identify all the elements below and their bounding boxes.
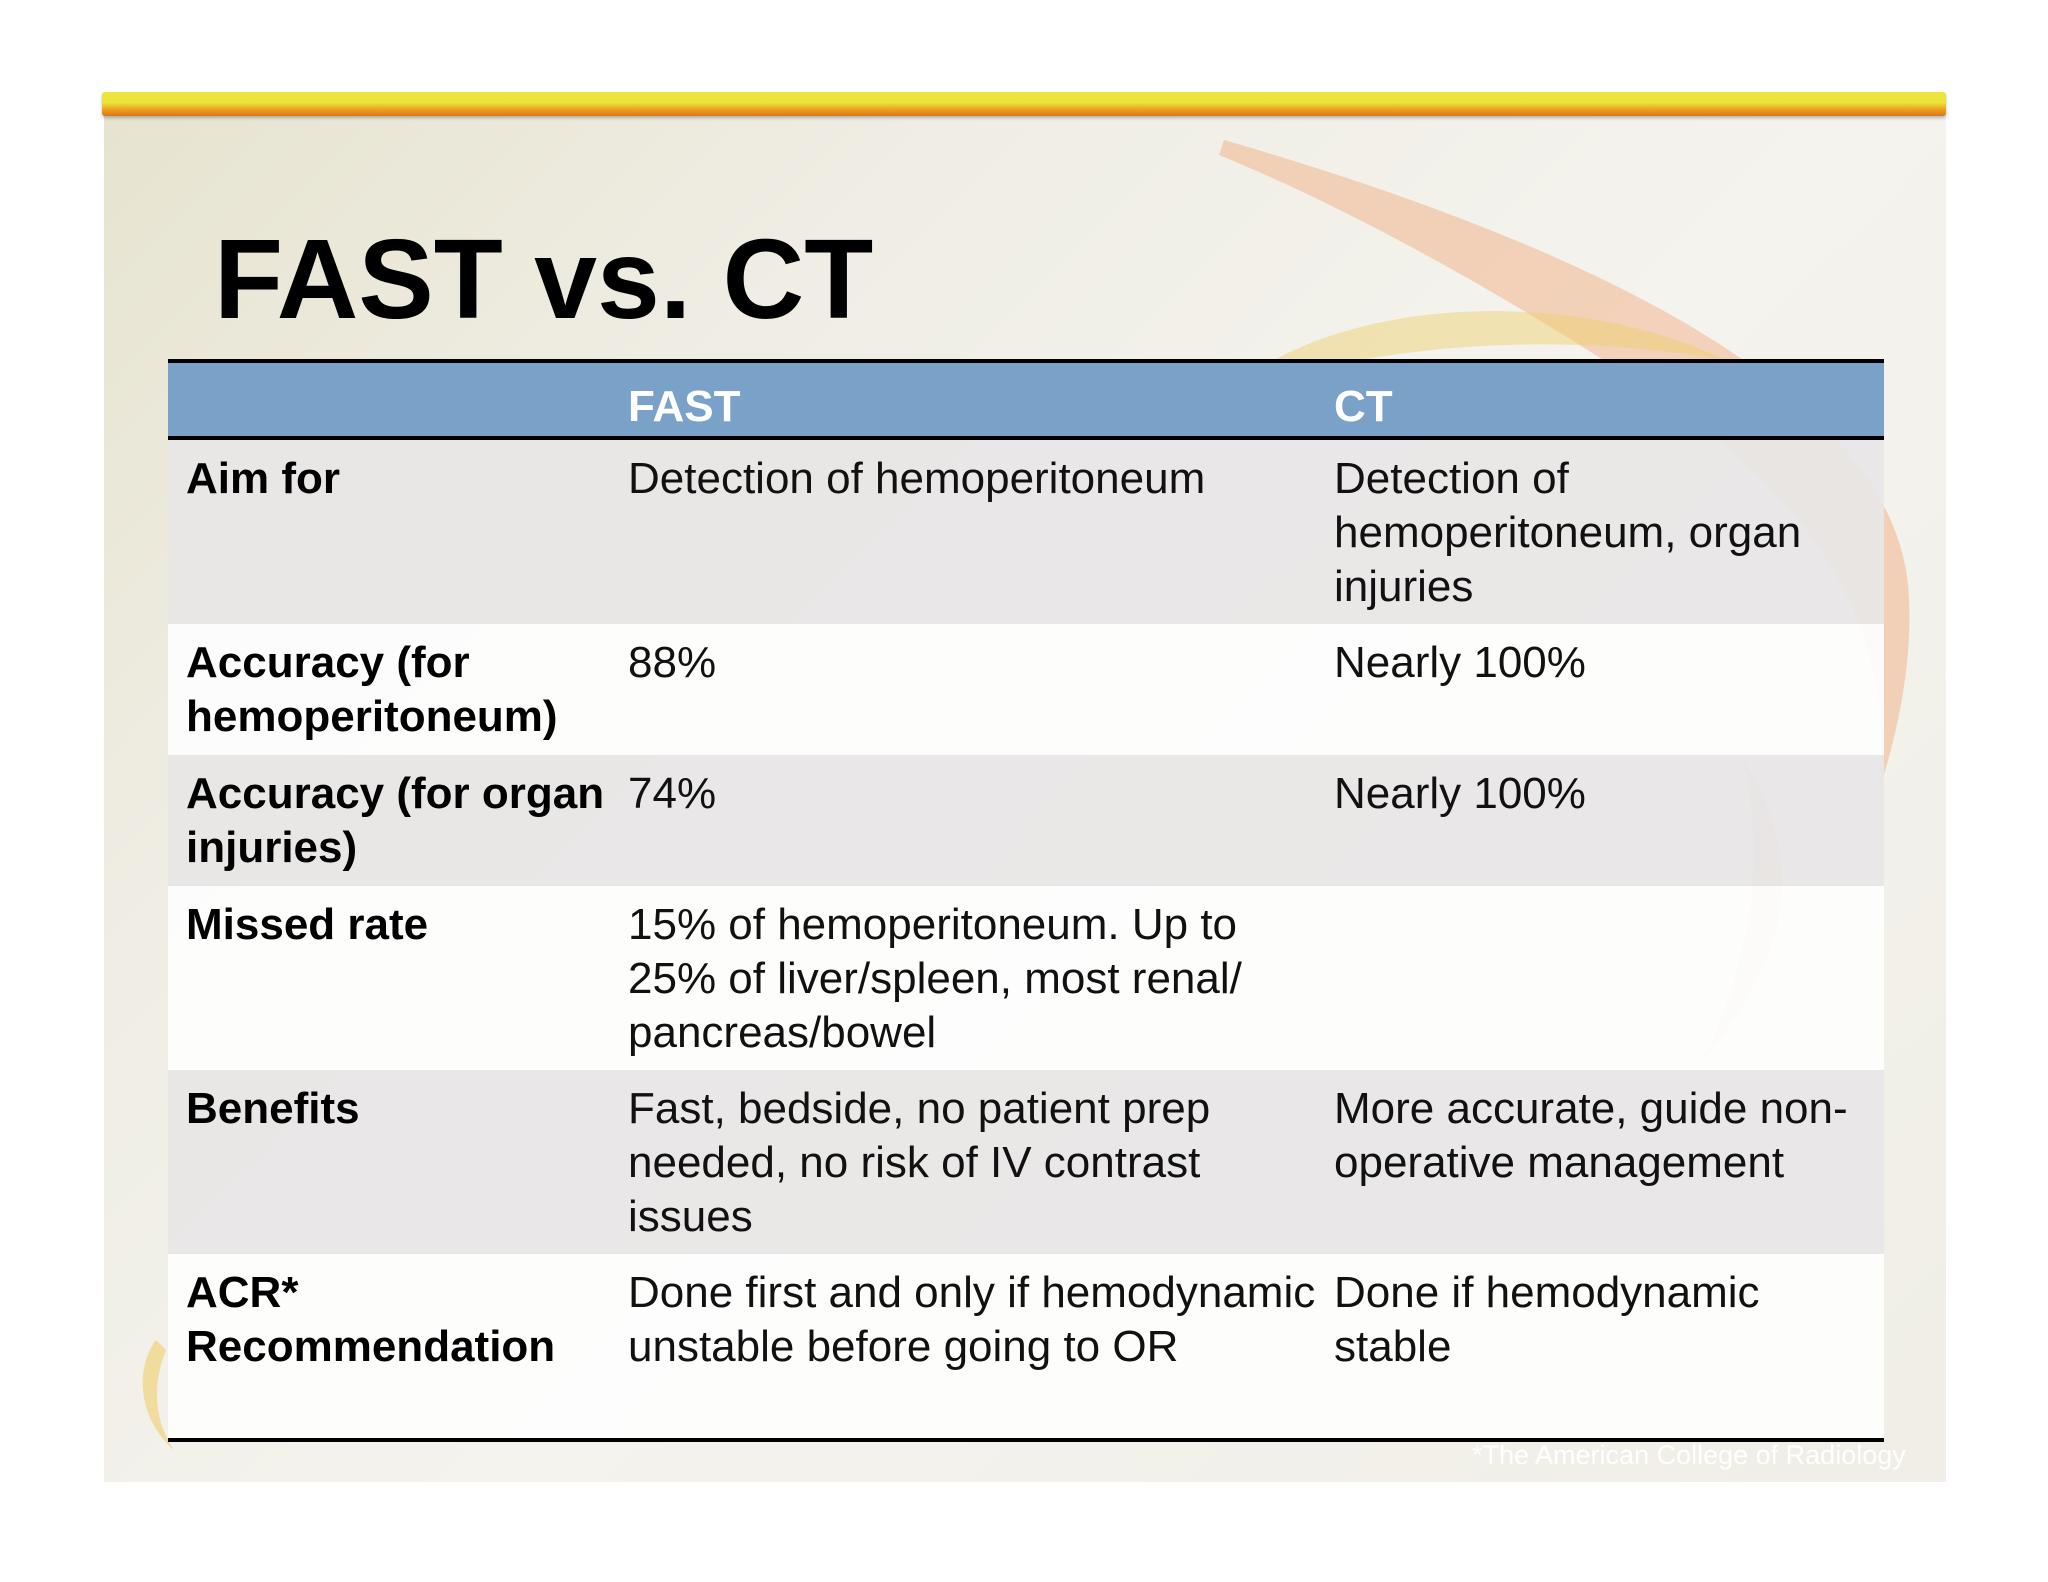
table-row: Benefits Fast, bedside, no patient prep … [168,1070,1884,1254]
comparison-grid: FAST CT Aim for Detection of hemoperiton… [168,363,1884,1438]
cell-fast-missed-rate: 15% of hemoperitoneum. Up to 25% of live… [610,886,1316,1070]
top-accent-bar [102,92,1946,116]
row-label-missed-rate: Missed rate [168,886,610,1070]
cell-ct-accuracy-organ: Nearly 100% [1316,755,1884,886]
table-row: Aim for Detection of hemoperitoneum Dete… [168,438,1884,624]
cell-fast-accuracy-hemo: 88% [610,624,1316,755]
cell-ct-missed-rate [1316,886,1884,1070]
row-label-acr: ACR* Recommendation [168,1254,610,1438]
cell-ct-benefits: More accurate, guide non-operative manag… [1316,1070,1884,1254]
cell-ct-acr: Done if hemodynamic stable [1316,1254,1884,1438]
header-ct: CT [1316,363,1884,440]
swoosh-left-mark [142,1340,174,1450]
table-row: ACR* Recommendation Done first and only … [168,1254,1884,1438]
cell-ct-aim: Detection of hemoperitoneum, organ injur… [1316,438,1884,624]
row-label-aim: Aim for [168,438,610,624]
cell-ct-accuracy-hemo: Nearly 100% [1316,624,1884,755]
table-row: Missed rate 15% of hemoperitoneum. Up to… [168,886,1884,1070]
cell-fast-accuracy-organ: 74% [610,755,1316,886]
cell-fast-benefits: Fast, bedside, no patient prep needed, n… [610,1070,1316,1254]
table-row: Accuracy (for hemoperitoneum) 88% Nearly… [168,624,1884,755]
footnote: *The American College of Radiology [1472,1440,1906,1470]
header-fast: FAST [610,363,1316,440]
cell-fast-aim: Detection of hemoperitoneum [610,438,1316,624]
row-label-benefits: Benefits [168,1070,610,1254]
table-row: Accuracy (for organ injuries) 74% Nearly… [168,755,1884,886]
row-label-accuracy-hemo: Accuracy (for hemoperitoneum) [168,624,610,755]
header-empty [168,363,610,440]
comparison-table: FAST CT Aim for Detection of hemoperiton… [168,359,1884,1442]
cell-fast-acr: Done first and only if hemodynamic unsta… [610,1254,1316,1438]
swoosh-yellow-arc [1274,311,1724,375]
table-header-row: FAST CT [168,363,1884,440]
slide-title: FAST vs. CT [214,216,874,342]
row-label-accuracy-organ: Accuracy (for organ injuries) [168,755,610,886]
